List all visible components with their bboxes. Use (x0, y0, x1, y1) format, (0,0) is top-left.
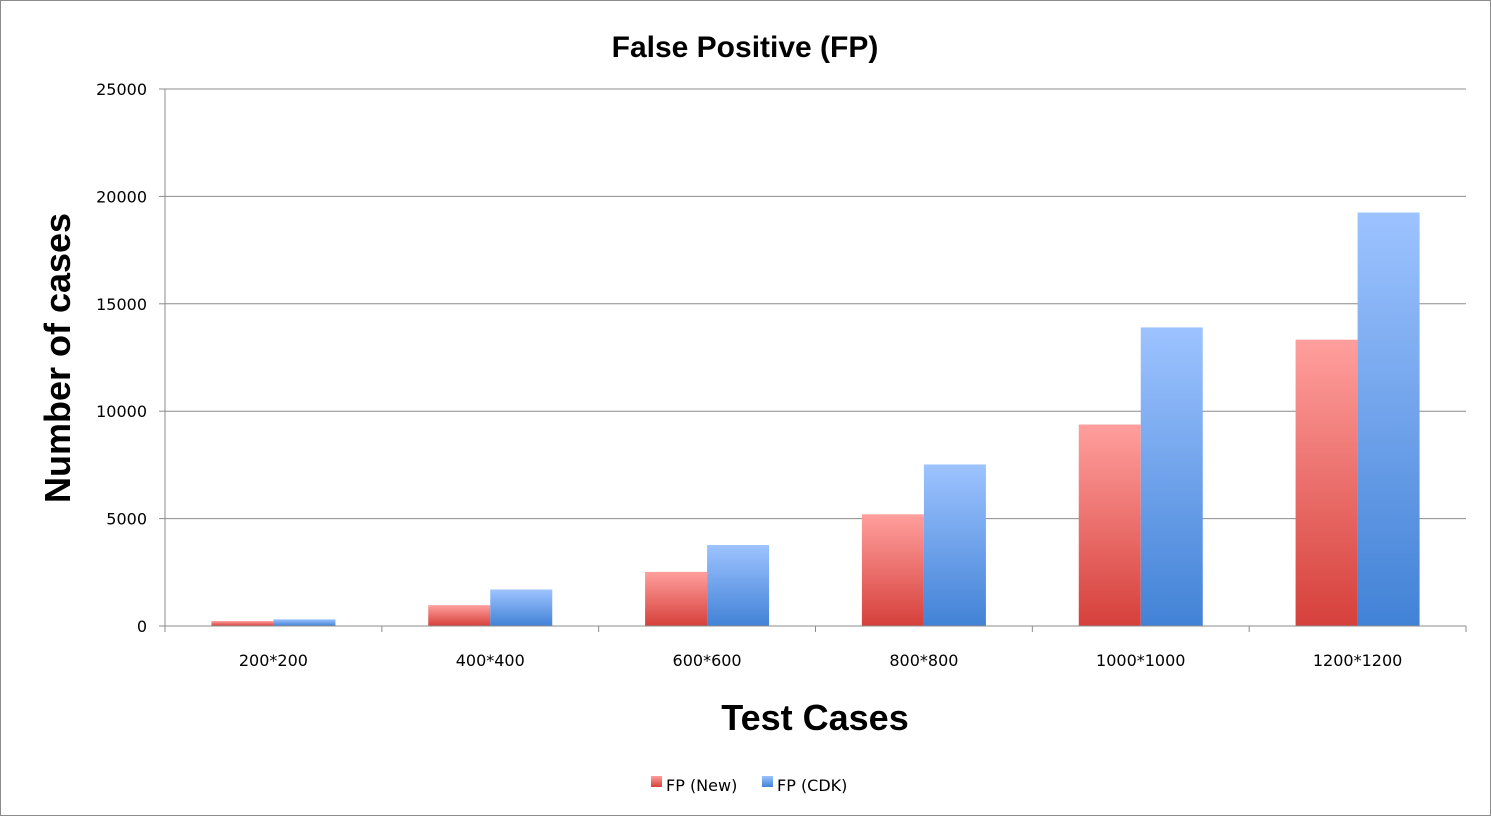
chart-title: False Positive (FP) (612, 31, 879, 64)
bar-fp-new (211, 621, 274, 626)
bar-fp-new (428, 605, 491, 626)
y-tick-label: 15000 (96, 295, 147, 314)
x-tick-label: 200*200 (239, 651, 308, 670)
y-tick-label: 0 (137, 617, 147, 636)
y-tick-label: 25000 (96, 80, 147, 99)
legend-label: FP (New) (666, 776, 737, 795)
bar-fp-cdk (707, 545, 770, 626)
x-tick-label: 1200*1200 (1313, 651, 1402, 670)
y-tick-label: 5000 (106, 510, 147, 529)
legend-swatch (762, 776, 773, 787)
y-tick-label: 20000 (96, 187, 147, 206)
bar-fp-new (1295, 339, 1358, 626)
bar-fp-cdk (1357, 212, 1420, 626)
x-axis-label: Test Cases (721, 697, 908, 738)
bar-fp-cdk (1140, 327, 1203, 626)
legend-swatch (651, 776, 662, 787)
y-axis-label: Number of cases (37, 213, 78, 503)
y-tick-label: 10000 (96, 402, 147, 421)
x-tick-label: 800*800 (889, 651, 958, 670)
x-tick-label: 600*600 (673, 651, 742, 670)
bar-fp-new (1078, 424, 1141, 626)
legend: FP (New) FP (CDK) (651, 776, 847, 795)
bar-fp-new (645, 571, 708, 626)
bar-fp-cdk (490, 589, 553, 626)
bar-fp-cdk (923, 464, 986, 626)
bar-fp-cdk (273, 619, 336, 626)
bar-fp-new (861, 514, 924, 626)
x-tick-label: 1000*1000 (1096, 651, 1185, 670)
legend-label: FP (CDK) (777, 776, 847, 795)
x-tick-label: 400*400 (456, 651, 525, 670)
